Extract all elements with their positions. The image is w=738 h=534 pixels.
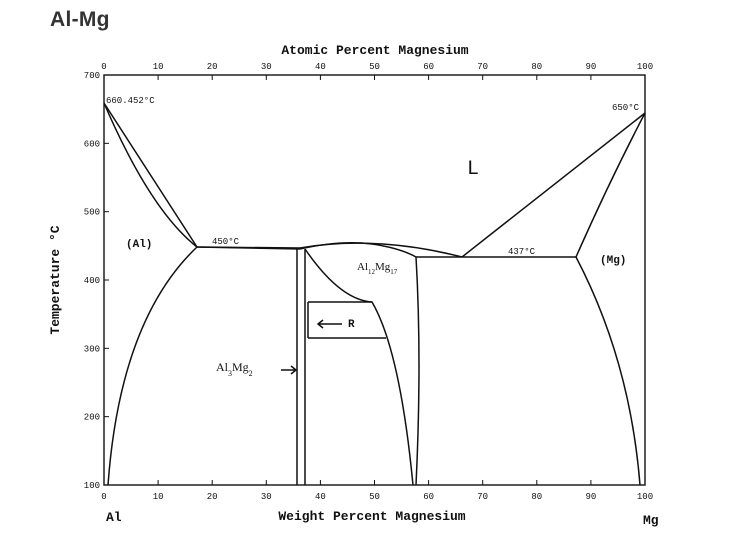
mg-solidus — [575, 112, 646, 258]
al12mg17-left-bound — [304, 248, 414, 486]
left-axis-ticks: 700 600 500 400 300 200 100 — [84, 71, 109, 491]
top-tick-label: 20 — [207, 62, 218, 72]
bottom-axis-label: Weight Percent Magnesium — [278, 509, 465, 524]
top-tick-label: 100 — [637, 62, 653, 72]
eutectic-left-label: 450°C — [212, 237, 240, 247]
top-tick-label: 0 — [101, 62, 106, 72]
al-liquidus — [103, 102, 301, 250]
top-tick-label: 60 — [423, 62, 434, 72]
eutectic-right-label: 437°C — [508, 247, 536, 257]
mg-solvus — [575, 256, 641, 486]
al3mg2-label: Al3Mg2 — [216, 360, 253, 378]
diagram-title: Al-Mg — [50, 8, 110, 31]
bottom-tick-label: 80 — [531, 492, 542, 502]
plot-frame — [103, 74, 646, 486]
top-tick-label: 30 — [261, 62, 272, 72]
mg-end-label: Mg — [643, 513, 659, 528]
al-solidus — [103, 102, 198, 248]
mg-liquidus — [461, 112, 646, 258]
left-tick-label: 400 — [84, 276, 100, 286]
bottom-tick-label: 50 — [369, 492, 380, 502]
r-phase-arrow — [316, 319, 342, 329]
al-phase-label: (Al) — [126, 239, 152, 251]
left-tick-label: 100 — [84, 481, 100, 491]
bottom-tick-label: 30 — [261, 492, 272, 502]
bottom-axis-ticks: 0 10 20 30 40 50 60 70 80 90 100 — [101, 480, 653, 502]
al12mg17-label: Al12Mg17 — [357, 261, 398, 276]
top-axis-label: Atomic Percent Magnesium — [281, 43, 468, 58]
mg-phase-label: (Mg) — [600, 255, 626, 267]
bottom-tick-label: 70 — [477, 492, 488, 502]
r-phase-label: R — [348, 319, 355, 331]
al-melting-label: 660.452°C — [106, 96, 155, 106]
top-tick-label: 10 — [153, 62, 164, 72]
phase-boundaries — [103, 102, 646, 486]
left-tick-label: 300 — [84, 344, 100, 354]
left-tick-label: 200 — [84, 413, 100, 423]
bottom-tick-label: 40 — [315, 492, 326, 502]
top-tick-label: 70 — [477, 62, 488, 72]
top-tick-label: 40 — [315, 62, 326, 72]
top-tick-label: 50 — [369, 62, 380, 72]
left-eutectic-line — [196, 246, 301, 249]
al-solvus — [107, 246, 198, 486]
top-axis-ticks: 0 10 20 30 40 50 60 70 80 90 100 — [101, 62, 653, 80]
liquid-label: L — [467, 158, 479, 181]
al12mg17-right-bound — [415, 256, 420, 486]
left-tick-label: 600 — [84, 139, 100, 149]
left-tick-label: 500 — [84, 208, 100, 218]
left-tick-label: 700 — [84, 71, 100, 81]
al-end-label: Al — [106, 510, 122, 525]
bottom-tick-label: 10 — [153, 492, 164, 502]
top-tick-label: 90 — [585, 62, 596, 72]
liquidus-dome — [299, 242, 463, 258]
bottom-tick-label: 0 — [101, 492, 106, 502]
bottom-tick-label: 100 — [637, 492, 653, 502]
left-axis-label: Temperature °C — [48, 225, 63, 334]
bottom-tick-label: 90 — [585, 492, 596, 502]
bottom-tick-label: 60 — [423, 492, 434, 502]
al3mg2-arrow — [281, 365, 298, 375]
top-tick-label: 80 — [531, 62, 542, 72]
mg-melting-label: 650°C — [612, 103, 640, 113]
bottom-tick-label: 20 — [207, 492, 218, 502]
